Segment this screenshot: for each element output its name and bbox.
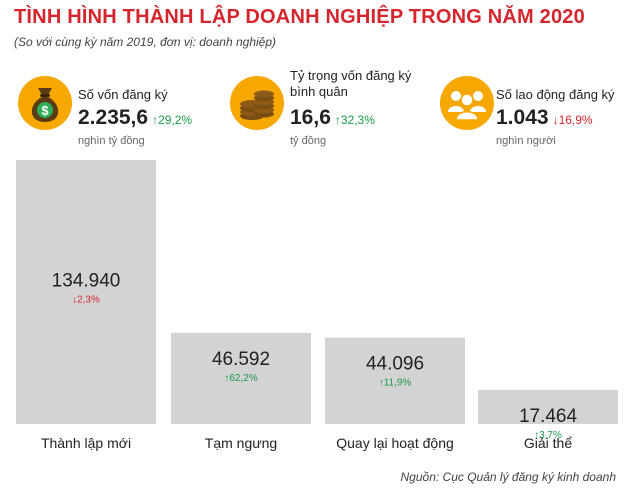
money-bag-icon: $ <box>18 76 72 135</box>
bar-value-label: 46.592 <box>212 349 270 370</box>
bar-chart: 134.940 ↓2,3% Thành lập mới 46.592 ↑62,2% Tạm… <box>16 160 618 451</box>
stat-unit: nghìn tỷ đồng <box>78 135 145 147</box>
stat-unit: nghìn người <box>496 135 556 147</box>
bar-2 <box>325 337 465 424</box>
stat-value: 2.235,6 ↑29,2% <box>78 106 192 130</box>
bar-change-label: ↓2,3% <box>72 295 100 306</box>
stat-registered-labor: Số lao động đăng ký 1.043 ↓16,9% nghìn ng… <box>440 62 625 152</box>
stat-value: 16,6 ↑32,3% <box>290 106 375 130</box>
stat-unit: tỷ đồng <box>290 135 327 147</box>
bar-3 <box>478 389 618 424</box>
stat-value: 1.043 ↓16,9% <box>496 106 593 130</box>
people-group-icon <box>440 76 494 135</box>
bar-1 <box>171 332 311 424</box>
page-title: TÌNH HÌNH THÀNH LẬP DOANH NGHIỆP TRONG N… <box>14 6 585 28</box>
bar-value-label: 134.940 <box>52 271 121 292</box>
stat-label: Số vốn đăng ký <box>78 87 168 102</box>
coin-stack-icon <box>230 76 284 135</box>
category-label: Quay lại hoạt động <box>336 435 454 451</box>
stat-average-capital: Tỷ trọng vốn đăng ký bình quân 16,6 ↑32,3… <box>230 62 430 152</box>
bar-change-label: ↑11,9% <box>379 378 412 389</box>
bar-0 <box>16 160 156 424</box>
bar-change-label: ↑3,7% <box>534 430 562 441</box>
bar-change-label: ↑62,2% <box>224 373 257 384</box>
bar-value-label: 44.096 <box>366 354 424 375</box>
bar-value-label: 17.464 <box>519 406 578 427</box>
stat-label: Tỷ trọng vốn đăng ký bình quân <box>290 68 412 99</box>
page-subtitle: (So với cùng kỳ năm 2019, đơn vị: doanh … <box>14 35 276 49</box>
stat-number: 1.043 <box>496 106 549 129</box>
svg-text:$: $ <box>41 103 49 118</box>
stat-change: ↑32,3% <box>334 113 375 127</box>
category-label: Tạm ngưng <box>205 435 277 451</box>
source-note: Nguồn: Cục Quản lý đăng ký kinh doanh <box>400 470 616 484</box>
stat-registered-capital: $ Số vốn đăng ký 2.235,6 ↑29,2% nghìn tỷ … <box>18 62 218 152</box>
stat-change: ↑29,2% <box>152 113 193 127</box>
category-label: Thành lập mới <box>41 435 131 451</box>
stat-change: ↓16,9% <box>552 113 593 127</box>
stat-number: 16,6 <box>290 106 331 129</box>
category-label: Giải thể <box>524 435 572 451</box>
stat-label: Số lao động đăng ký <box>496 87 615 102</box>
stat-number: 2.235,6 <box>78 106 149 129</box>
